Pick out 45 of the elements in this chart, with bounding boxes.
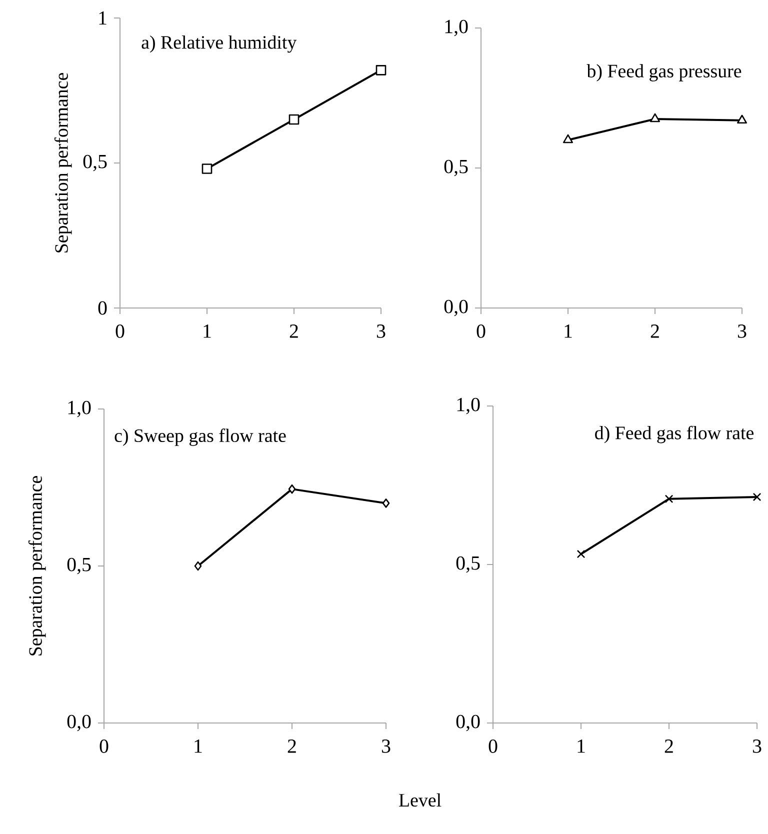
point bbox=[288, 484, 296, 494]
point bbox=[664, 494, 674, 504]
x-tick-label: 2 bbox=[664, 740, 673, 753]
y-tick-label: 1,0 bbox=[445, 20, 468, 36]
y-tick-label: 1,0 bbox=[68, 400, 91, 418]
y-tick-label: 0,0 bbox=[67, 714, 91, 732]
y-tick-label: 0 bbox=[98, 301, 107, 315]
x-tick-label: 3 bbox=[382, 740, 390, 753]
y-axis-title: Separation performance bbox=[54, 72, 72, 252]
text: b) Feed gas pressure bbox=[586, 64, 741, 82]
point bbox=[752, 492, 762, 502]
x-tick-label: 2 bbox=[288, 740, 296, 753]
x-tick-label: 0 bbox=[488, 740, 498, 753]
point bbox=[562, 134, 573, 144]
text: d) Feed gas flow rate bbox=[594, 426, 754, 444]
y-tick-label: 1,0 bbox=[457, 398, 480, 414]
y-tick-label: 0,5 bbox=[83, 154, 107, 172]
point bbox=[736, 114, 747, 124]
x-tick-label: 2 bbox=[290, 324, 298, 338]
x-tick-label: 1 bbox=[564, 324, 572, 338]
point bbox=[194, 561, 202, 571]
x-tick-label: 3 bbox=[752, 740, 762, 753]
y-axis-title: Separation performance bbox=[28, 476, 46, 656]
x-tick-label: 0 bbox=[116, 324, 124, 338]
text: c) Sweep gas flow rate bbox=[114, 428, 286, 446]
point bbox=[576, 550, 586, 558]
y-tick-label: 1 bbox=[99, 11, 106, 25]
x-tick-label: 1 bbox=[194, 740, 202, 753]
x-tick-label: 1 bbox=[578, 740, 585, 753]
y-tick-label: 0,5 bbox=[67, 558, 91, 574]
point bbox=[288, 114, 300, 125]
point bbox=[650, 113, 660, 122]
x-tick-label: 3 bbox=[738, 324, 746, 338]
point bbox=[202, 164, 212, 174]
point bbox=[376, 65, 386, 76]
x-tick-label: 3 bbox=[376, 324, 386, 338]
y-tick-label: 0,0 bbox=[456, 714, 480, 732]
x-axis-title: Level bbox=[398, 793, 442, 807]
x-tick-label: 2 bbox=[650, 324, 659, 338]
y-tick-label: 0,5 bbox=[444, 160, 468, 176]
x-tick-label: 1 bbox=[204, 324, 211, 338]
point bbox=[382, 498, 390, 508]
text: a) Relative humidity bbox=[142, 35, 296, 53]
y-tick-label: 0,5 bbox=[456, 556, 480, 573]
y-tick-label: 0,0 bbox=[444, 300, 468, 316]
